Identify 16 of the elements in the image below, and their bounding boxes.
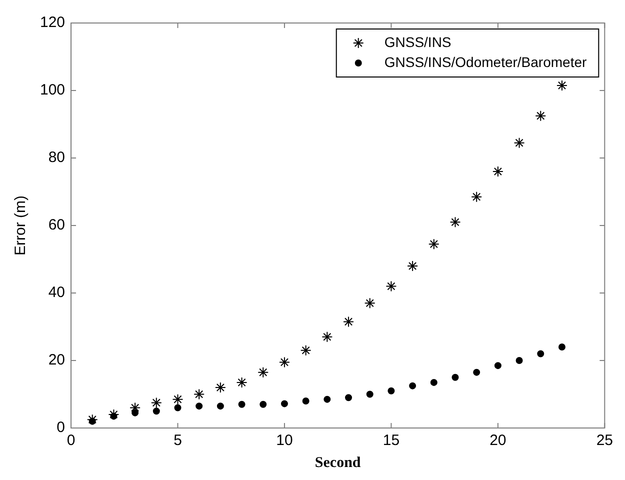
legend-label: GNSS/INS/Odometer/Barometer xyxy=(384,54,587,70)
y-tick-label: 40 xyxy=(48,284,66,302)
x-tick-label: 15 xyxy=(382,432,400,450)
x-axis-title: Second xyxy=(314,454,362,471)
y-tick-label: 60 xyxy=(48,216,66,234)
y-tick-label: 100 xyxy=(40,82,66,99)
x-tick-label: 10 xyxy=(276,432,293,450)
y-axis-title: Error (m) xyxy=(12,196,30,256)
x-tick-label: 5 xyxy=(174,432,182,450)
legend-label: GNSS/INS xyxy=(384,34,452,50)
x-tick-label: 25 xyxy=(596,432,613,450)
y-tick-label: 20 xyxy=(48,352,66,369)
y-tick-label: 120 xyxy=(40,14,66,32)
y-tick-label: 80 xyxy=(48,149,66,166)
y-tick-label: 0 xyxy=(56,419,66,436)
x-tick-label: 20 xyxy=(490,432,506,450)
